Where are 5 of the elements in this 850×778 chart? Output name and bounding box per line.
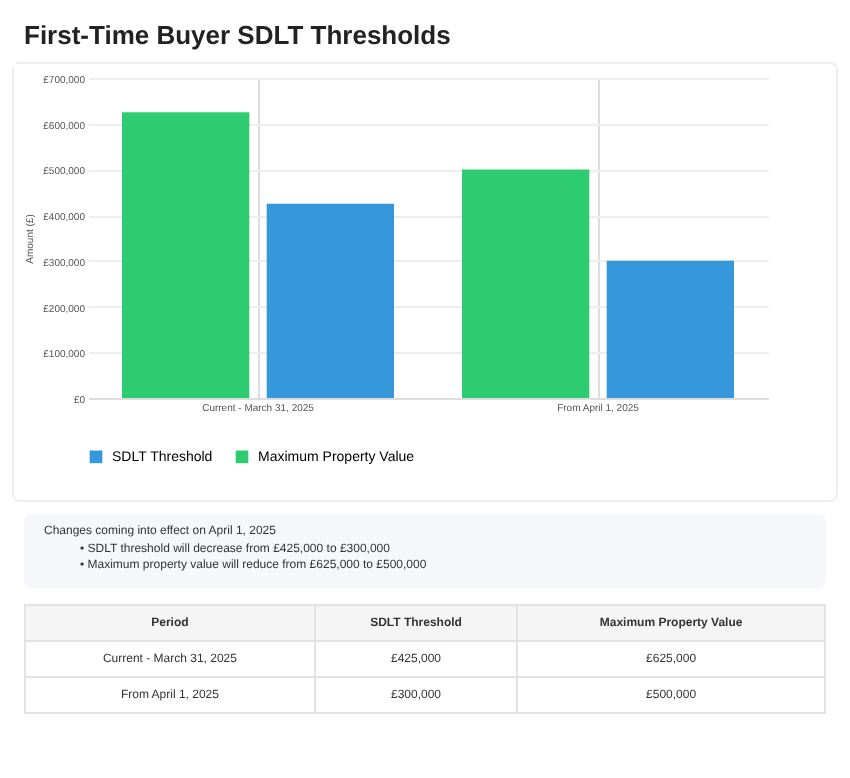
bar <box>266 203 394 398</box>
bar <box>462 169 590 398</box>
bar <box>122 112 250 398</box>
chart-title: First-Time Buyer SDLT Thresholds <box>22 18 453 54</box>
bar <box>606 260 734 398</box>
